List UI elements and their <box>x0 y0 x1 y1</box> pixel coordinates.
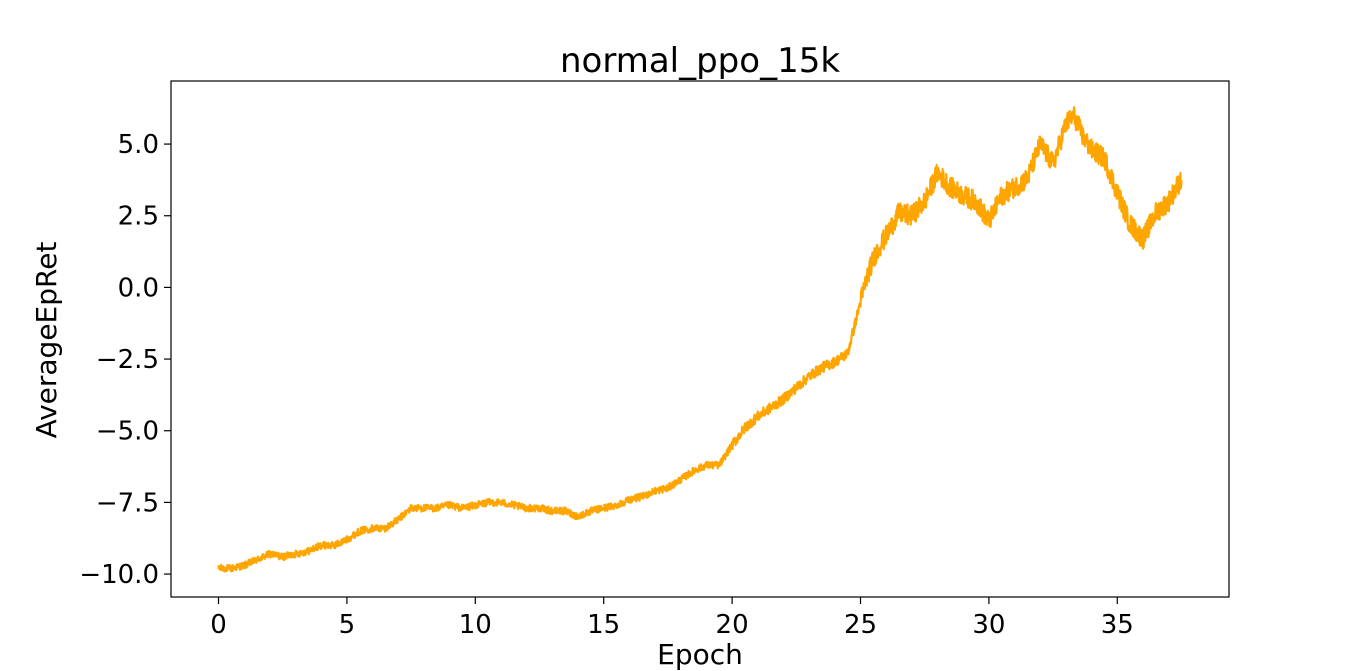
y-tick-label: −10.0 <box>79 560 159 590</box>
x-axis-label: Epoch <box>657 638 743 671</box>
y-axis: −10.0 −7.5 −5.0 −2.5 0.0 2.5 5.0 <box>79 130 171 590</box>
x-tick-label: 30 <box>972 610 1005 640</box>
x-axis: 0 5 10 15 20 25 30 35 <box>210 597 1134 640</box>
y-tick-label: −2.5 <box>96 345 159 375</box>
x-tick-label: 25 <box>844 610 877 640</box>
chart-title: normal_ppo_15k <box>560 41 840 81</box>
x-tick-label: 15 <box>587 610 620 640</box>
y-tick-label: 5.0 <box>118 130 159 160</box>
y-tick-label: −5.0 <box>96 417 159 447</box>
x-tick-label: 20 <box>716 610 749 640</box>
plot-frame <box>170 80 1230 598</box>
y-axis-label: AverageEpRet <box>30 242 63 439</box>
y-tick-label: 0.0 <box>118 273 159 303</box>
series-line <box>217 106 1183 573</box>
x-tick-label: 0 <box>210 610 227 640</box>
x-tick-label: 5 <box>339 610 356 640</box>
x-tick-label: 10 <box>459 610 492 640</box>
y-tick-label: 2.5 <box>118 202 159 232</box>
y-tick-label: −7.5 <box>96 488 159 518</box>
series-layer <box>217 106 1183 573</box>
x-tick-label: 35 <box>1101 610 1134 640</box>
